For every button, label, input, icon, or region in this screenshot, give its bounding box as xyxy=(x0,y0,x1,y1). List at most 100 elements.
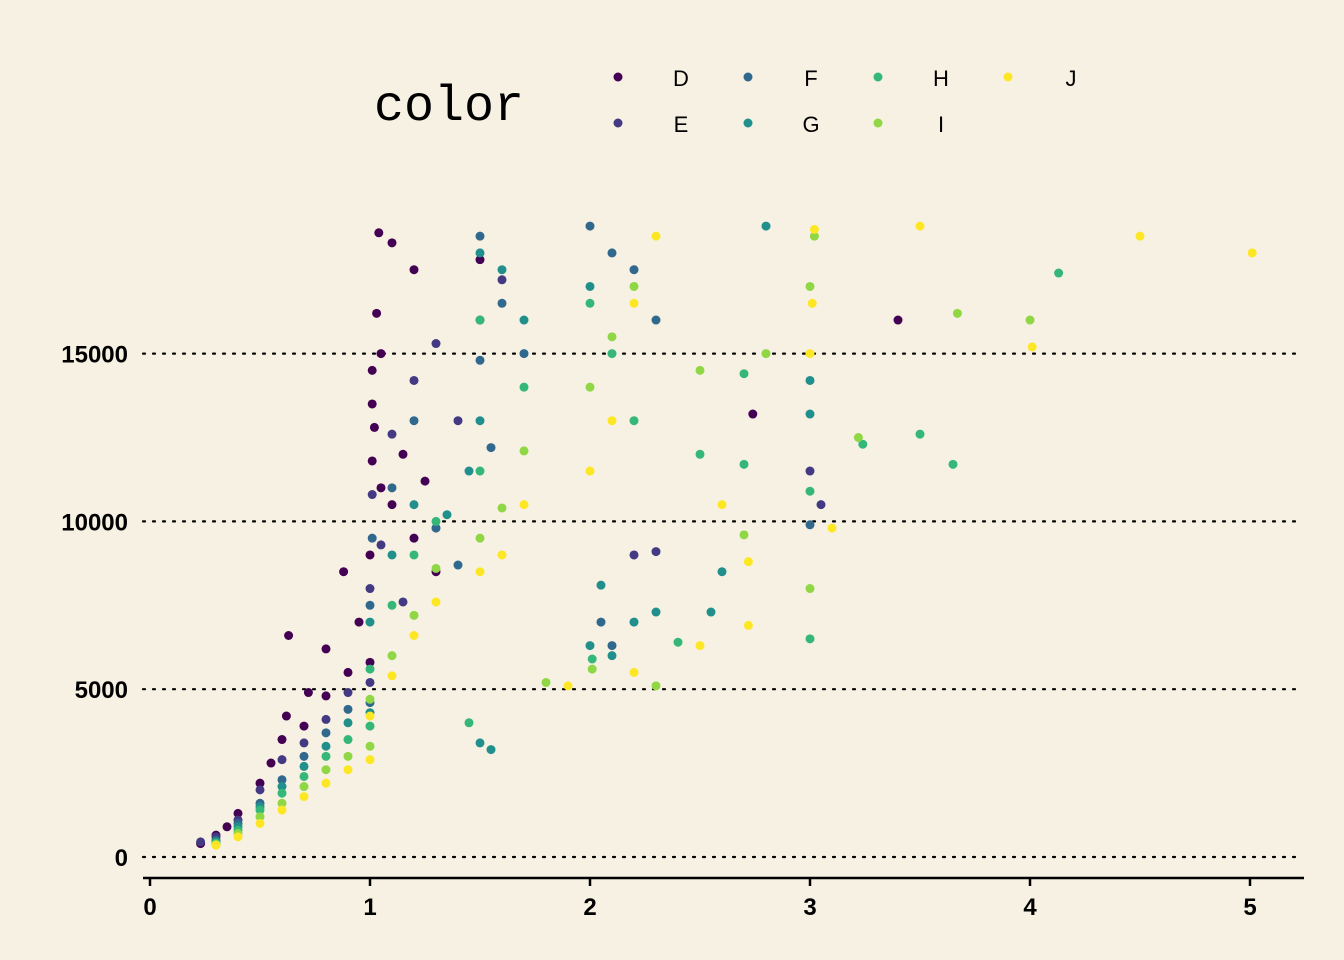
point-H xyxy=(739,459,749,469)
point-H xyxy=(519,382,529,392)
point-D xyxy=(266,758,276,768)
point-G xyxy=(805,375,815,385)
point-D xyxy=(748,409,758,419)
point-G xyxy=(585,641,595,651)
point-I xyxy=(952,308,962,318)
point-E xyxy=(321,714,331,724)
point-G xyxy=(475,738,485,748)
point-I xyxy=(541,677,551,687)
point-J xyxy=(585,466,595,476)
point-G xyxy=(607,651,617,661)
point-D xyxy=(376,349,386,359)
point-F xyxy=(805,520,815,530)
point-G xyxy=(464,466,474,476)
point-G xyxy=(717,567,727,577)
series-H xyxy=(211,268,1064,848)
legend-key-J xyxy=(1003,72,1013,82)
point-G xyxy=(486,745,496,755)
point-D xyxy=(339,567,349,577)
point-D xyxy=(387,238,397,248)
point-E xyxy=(277,755,287,765)
point-D xyxy=(398,449,408,459)
legend-label-E: E xyxy=(674,112,689,137)
point-F xyxy=(486,443,496,453)
point-D xyxy=(303,688,313,698)
point-I xyxy=(629,281,639,291)
point-H xyxy=(277,788,287,798)
point-J xyxy=(299,792,309,802)
series-F xyxy=(211,221,815,845)
point-I xyxy=(277,798,287,808)
point-H xyxy=(299,771,309,781)
point-D xyxy=(409,533,419,543)
y-tick-label: 0 xyxy=(115,845,128,872)
point-F xyxy=(475,355,485,365)
point-H xyxy=(915,429,925,439)
point-F xyxy=(651,315,661,325)
point-D xyxy=(367,365,377,375)
x-tick-label: 3 xyxy=(803,894,816,921)
point-I xyxy=(431,563,441,573)
point-F xyxy=(497,298,507,308)
point-D xyxy=(367,399,377,409)
point-F xyxy=(321,728,331,738)
point-G xyxy=(629,617,639,627)
point-F xyxy=(519,349,529,359)
point-I xyxy=(299,782,309,792)
point-D xyxy=(233,808,243,818)
point-F xyxy=(475,231,485,241)
y-axis: 0 5000 10000 15000 xyxy=(61,342,128,872)
point-G xyxy=(706,607,716,617)
point-J xyxy=(1247,248,1257,258)
legend-label-G: G xyxy=(802,112,819,137)
point-F xyxy=(277,775,287,785)
point-D xyxy=(299,721,309,731)
point-H xyxy=(858,439,868,449)
point-I xyxy=(475,533,485,543)
series-I xyxy=(211,231,1035,849)
point-J xyxy=(563,681,573,691)
point-G xyxy=(409,500,419,510)
point-H xyxy=(431,516,441,526)
point-J xyxy=(497,550,507,560)
point-F xyxy=(585,221,595,231)
point-D xyxy=(284,631,294,641)
legend-key-F xyxy=(743,72,753,82)
legend-label-F: F xyxy=(804,66,817,91)
point-H xyxy=(585,298,595,308)
point-F xyxy=(343,704,353,714)
point-F xyxy=(607,641,617,651)
point-E xyxy=(398,597,408,607)
point-I xyxy=(695,365,705,375)
y-tick-label: 10000 xyxy=(61,509,128,536)
point-J xyxy=(607,416,617,426)
point-I xyxy=(1025,315,1035,325)
point-I xyxy=(387,651,397,661)
point-J xyxy=(233,832,243,842)
point-D xyxy=(365,657,375,667)
point-J xyxy=(743,620,753,630)
series-G xyxy=(211,221,815,847)
point-H xyxy=(607,349,617,359)
point-H xyxy=(1054,268,1064,278)
point-I xyxy=(321,765,331,775)
point-D xyxy=(409,265,419,275)
point-H xyxy=(365,721,375,731)
point-F xyxy=(409,416,419,426)
point-I xyxy=(651,681,661,691)
point-H xyxy=(629,416,639,426)
point-J xyxy=(321,778,331,788)
legend-key-G xyxy=(743,118,753,128)
point-H xyxy=(805,634,815,644)
x-tick-label: 0 xyxy=(143,894,156,921)
point-H xyxy=(475,315,485,325)
point-I xyxy=(365,694,375,704)
legend-key-I xyxy=(873,118,883,128)
point-E xyxy=(299,738,309,748)
point-D xyxy=(365,550,375,560)
point-J xyxy=(365,755,375,765)
point-D xyxy=(372,308,382,318)
point-E xyxy=(367,490,377,500)
point-G xyxy=(442,510,452,520)
point-F xyxy=(453,560,463,570)
